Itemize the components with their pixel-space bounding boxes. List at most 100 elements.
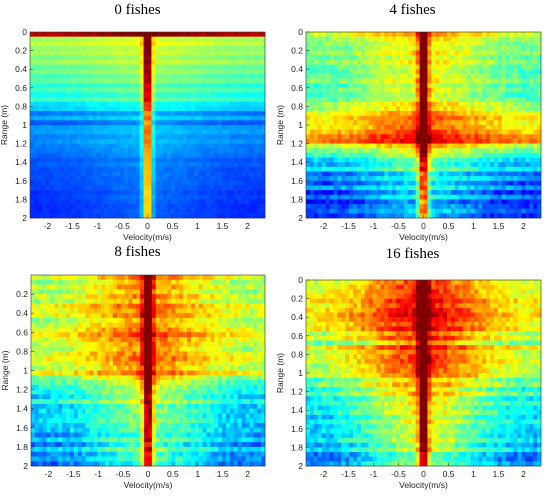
heatmap-cell (182, 59, 187, 65)
heatmap-cell (349, 152, 354, 158)
heatmap-cell (214, 64, 219, 70)
heatmap-cell (497, 138, 503, 144)
heatmap-cell (221, 129, 227, 135)
heatmap-cell (190, 125, 195, 130)
heatmap-cell (57, 92, 62, 98)
heatmap-cell (454, 120, 460, 126)
heatmap-cell (427, 73, 432, 79)
heatmap-cell (435, 101, 440, 107)
heatmap-cell (139, 194, 144, 200)
heatmap-cell (533, 83, 538, 89)
heatmap-cell (501, 59, 507, 65)
heatmap-cell (229, 97, 234, 103)
heatmap-cell (237, 50, 242, 56)
heatmap-cell (229, 275, 235, 281)
heatmap-cell (517, 190, 522, 196)
heatmap-cell (261, 152, 266, 158)
heatmap-cell (513, 87, 518, 93)
heatmap-cell (116, 199, 121, 205)
heatmap-cell (411, 120, 416, 126)
heatmap-cell (364, 92, 369, 98)
heatmap-cell (478, 106, 483, 112)
heatmap-cell (33, 41, 39, 47)
heatmap-cell (325, 111, 330, 116)
heatmap-cell (30, 55, 35, 61)
heatmap-cell (533, 101, 538, 107)
heatmap-cell (194, 92, 199, 98)
heatmap-cell (349, 185, 354, 191)
heatmap-cell (221, 199, 227, 205)
heatmap-cell (151, 59, 156, 65)
heatmap-cell (127, 171, 133, 177)
heatmap-cell (353, 41, 358, 47)
heatmap-cell (360, 208, 366, 214)
heatmap-cell (233, 180, 238, 186)
heatmap-cell (329, 69, 334, 75)
heatmap-cell (96, 194, 101, 200)
heatmap-cell (241, 157, 246, 163)
heatmap-cell (167, 83, 172, 89)
heatmap-cell (233, 208, 238, 214)
heatmap-cell (415, 125, 420, 130)
heatmap-cell (139, 190, 144, 196)
heatmap-cell (171, 45, 176, 51)
heatmap-cell (84, 55, 90, 61)
heatmap-cell (368, 176, 373, 182)
heatmap-cell (61, 171, 66, 177)
heatmap-cell (505, 194, 510, 200)
heatmap-cell (139, 134, 144, 140)
heatmap-cell (380, 194, 385, 200)
heatmap-cell (345, 208, 350, 214)
heatmap-cell (505, 92, 510, 98)
heatmap-cell (313, 78, 319, 84)
heatmap-cell (427, 45, 432, 51)
heatmap-cell (329, 32, 334, 37)
heatmap-cell (186, 176, 191, 182)
heatmap-cell (225, 55, 231, 61)
heatmap-cell (182, 213, 187, 219)
heatmap-cell (435, 69, 440, 75)
heatmap-cell (182, 36, 187, 42)
heatmap-cell (400, 143, 405, 149)
heatmap-cell (194, 36, 199, 42)
heatmap-cell (73, 36, 78, 42)
heatmap-cell (80, 106, 86, 112)
heatmap-cell (206, 129, 211, 135)
heatmap-cell (454, 83, 460, 89)
heatmap-cell (245, 120, 250, 126)
heatmap-cell (96, 204, 101, 209)
heatmap-cell (155, 111, 160, 116)
heatmap-cell (384, 157, 389, 163)
heatmap-cell (96, 213, 101, 219)
heatmap-cell (360, 138, 366, 144)
heatmap-cell (450, 111, 456, 116)
heatmap-cell (521, 138, 526, 144)
heatmap-cell (392, 148, 397, 154)
heatmap-cell (443, 152, 448, 158)
heatmap-cell (174, 78, 180, 84)
heatmap-cell (450, 176, 456, 182)
heatmap-cell (167, 152, 172, 158)
heatmap-cell (101, 279, 106, 285)
heatmap-cell (33, 194, 39, 200)
heatmap-cell (53, 204, 58, 209)
heatmap-cell (249, 120, 254, 126)
heatmap-cell (127, 129, 133, 135)
heatmap-cell (178, 97, 184, 103)
heatmap-cell (65, 190, 70, 196)
heatmap-cell (368, 78, 373, 84)
heatmap-cell (447, 208, 452, 214)
heatmap-cell (439, 157, 444, 163)
heatmap-cell (349, 101, 354, 107)
heatmap-cell (253, 92, 258, 98)
heatmap-cell (53, 87, 58, 93)
heatmap-cell (190, 101, 195, 107)
heatmap-cell (65, 101, 70, 107)
heatmap-cell (167, 180, 172, 186)
heatmap-cell (309, 41, 315, 47)
heatmap-cell (73, 59, 78, 65)
heatmap-cell (333, 111, 338, 116)
heatmap-cell (100, 59, 105, 65)
heatmap-cell (171, 32, 176, 37)
heatmap-cell (384, 87, 389, 93)
